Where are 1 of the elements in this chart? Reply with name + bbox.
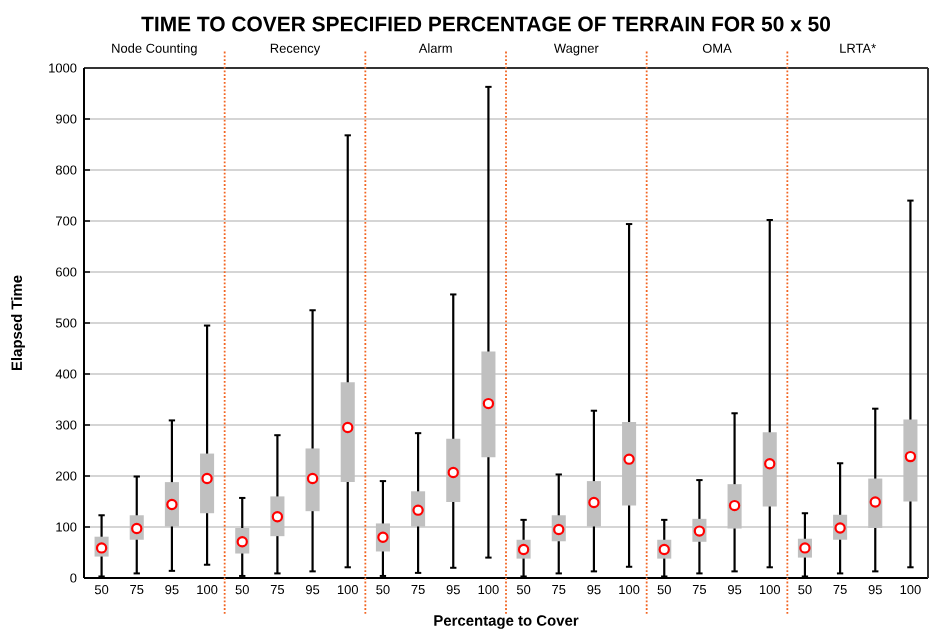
text: TIME TO COVER SPECIFIED PERCENTAGE OF TERRAIN FOR 50 x 50	[141, 16, 831, 32]
